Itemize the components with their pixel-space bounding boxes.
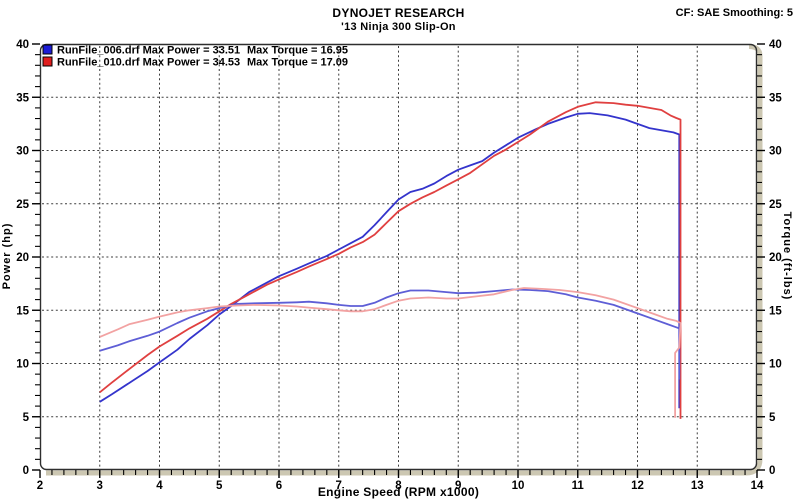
series-run010-power: [99, 101, 682, 419]
x-tick-label: 13: [691, 480, 704, 492]
y-tick-label-left: 30: [16, 146, 29, 158]
series-run010-torque: [99, 287, 682, 418]
legend-torque-label-1: Max Torque = 17.09: [247, 57, 348, 69]
x-tick-label: 11: [572, 480, 585, 492]
y-tick-label-left: 15: [16, 305, 29, 317]
y-tick-label-left: 20: [16, 252, 29, 264]
legend-swatch-0: [42, 44, 53, 55]
x-tick-label: 5: [216, 480, 223, 492]
legend-label-0: RunFile_006.drf Max Power = 33.51: [57, 45, 240, 57]
y-tick-label-right: 40: [769, 39, 782, 51]
y-tick-label-right: 25: [769, 199, 782, 211]
y-tick-label-left: 5: [23, 412, 30, 424]
y-tick-label-right: 15: [769, 305, 782, 317]
x-tick-label: 6: [276, 480, 282, 492]
y-tick-label-left: 0: [23, 465, 29, 477]
x-tick-label: 14: [751, 480, 764, 492]
y-tick-label-left: 10: [16, 359, 29, 371]
x-tick-label: 7: [336, 480, 342, 492]
series-run006-power: [99, 112, 681, 409]
x-tick-label: 4: [156, 480, 163, 492]
series-run006-torque: [99, 288, 681, 380]
y-tick-label-right: 20: [769, 252, 782, 264]
x-tick-label: 12: [631, 480, 644, 492]
y-tick-label-left: 35: [16, 92, 29, 104]
x-tick-label: 8: [395, 480, 402, 492]
y-tick-label-right: 30: [769, 146, 782, 158]
x-axis-title: Engine Speed (RPM x1000): [317, 485, 480, 499]
legend-label-1: RunFile_010.drf Max Power = 34.53: [57, 57, 240, 69]
chart-title: DYNOJET RESEARCH: [332, 6, 465, 20]
frame-shadow: [46, 44, 763, 476]
x-tick-label: 2: [37, 480, 43, 492]
x-tick-label: 10: [512, 480, 525, 492]
y-tick-label-left: 40: [16, 39, 29, 51]
plot-frame: [39, 43, 758, 471]
legend-swatch-1: [42, 56, 53, 67]
y-tick-label-left: 25: [16, 199, 29, 211]
chart-subtitle: '13 Ninja 300 Slip-On: [341, 21, 456, 33]
legend-torque-label-0: Max Torque = 16.95: [247, 45, 348, 57]
x-tick-label: 3: [97, 480, 103, 492]
correction-smoothing-note: CF: SAE Smoothing: 5: [675, 7, 793, 19]
y-tick-label-right: 10: [769, 359, 782, 371]
x-tick-label: 9: [455, 480, 461, 492]
y-tick-label-right: 35: [769, 92, 782, 104]
y-tick-label-right: 5: [769, 412, 776, 424]
y-tick-label-right: 0: [769, 465, 775, 477]
